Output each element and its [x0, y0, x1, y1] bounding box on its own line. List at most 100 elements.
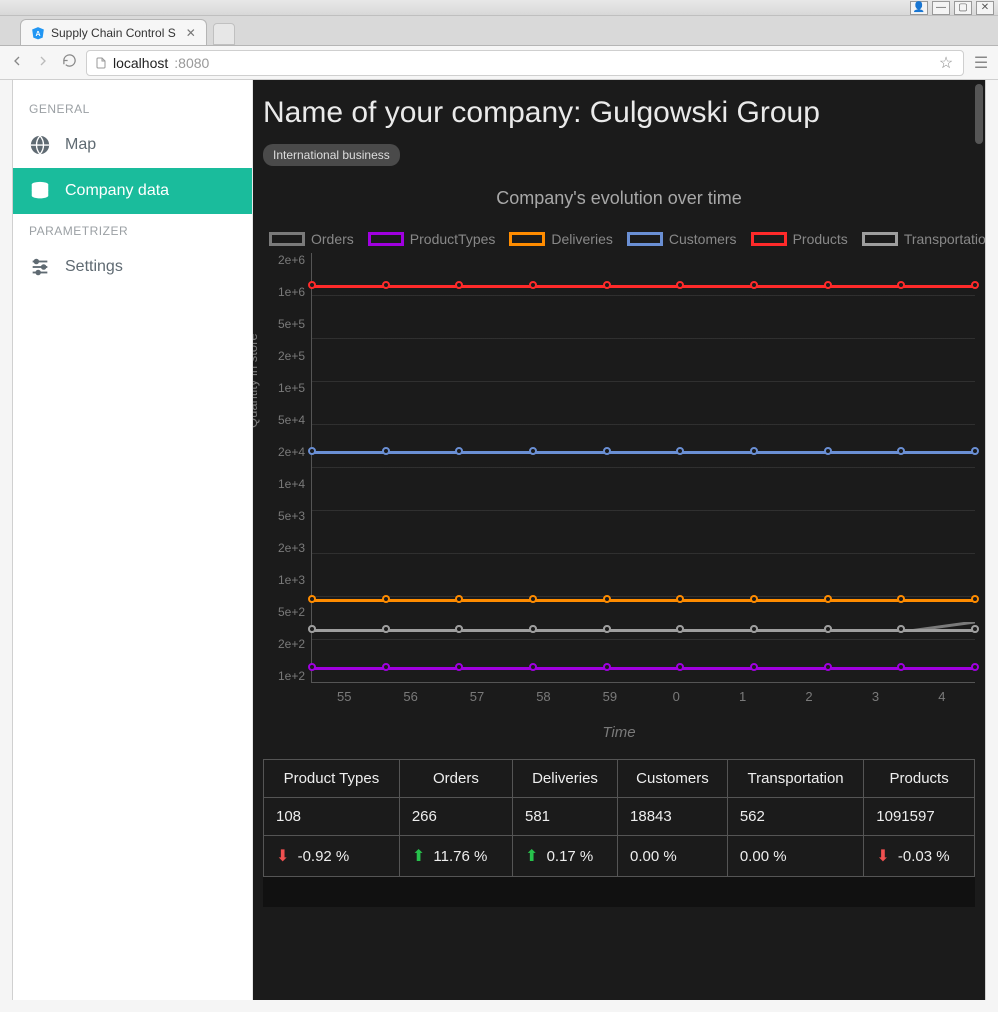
- main-panel: Name of your company: Gulgowski Group In…: [253, 80, 985, 1000]
- series-marker: [603, 625, 611, 633]
- arrow-down-icon: ⬇: [276, 848, 289, 865]
- reload-button[interactable]: [60, 53, 78, 72]
- sidebar-item-settings[interactable]: Settings: [13, 244, 252, 290]
- series-line: [312, 629, 975, 632]
- user-icon[interactable]: 👤: [910, 1, 928, 15]
- series-segment: [902, 619, 975, 629]
- series-line: [312, 451, 975, 454]
- new-tab-button[interactable]: [213, 23, 235, 45]
- series-marker: [971, 663, 979, 671]
- evolution-chart: Company's evolution over time Orders Prod…: [263, 188, 975, 741]
- browser-tab[interactable]: A Supply Chain Control S ✕: [20, 19, 207, 45]
- sidebar-section-parametrizer: PARAMETRIZER: [13, 214, 252, 244]
- tab-title: Supply Chain Control S: [51, 26, 176, 40]
- series-marker: [824, 625, 832, 633]
- legend-swatch: [368, 232, 404, 246]
- delta-text: 11.76 %: [429, 848, 487, 865]
- sidebar-item-map[interactable]: Map: [13, 122, 252, 168]
- series-marker: [455, 625, 463, 633]
- column-header: Customers: [618, 760, 728, 798]
- series-marker: [529, 447, 537, 455]
- x-tick: 2: [776, 689, 842, 704]
- arrow-down-icon: ⬇: [876, 848, 889, 865]
- url-port: :8080: [174, 55, 209, 71]
- series-marker: [971, 281, 979, 289]
- y-tick: 5e+4: [278, 413, 305, 427]
- chart-title: Company's evolution over time: [263, 188, 975, 209]
- series-marker: [897, 447, 905, 455]
- window-minimize[interactable]: —: [932, 1, 950, 15]
- sidebar-item-label: Company data: [65, 182, 169, 200]
- database-icon: [29, 180, 51, 202]
- window-maximize[interactable]: ▢: [954, 1, 972, 15]
- delta-cell: ⬆ 0.17 %: [513, 836, 618, 877]
- series-marker: [455, 663, 463, 671]
- series-marker: [603, 663, 611, 671]
- series-marker: [603, 281, 611, 289]
- series-marker: [676, 447, 684, 455]
- value-cell: 18843: [618, 798, 728, 836]
- series-marker: [750, 625, 758, 633]
- y-tick: 1e+4: [278, 477, 305, 491]
- y-tick: 5e+3: [278, 509, 305, 523]
- x-tick: 58: [510, 689, 576, 704]
- series-marker: [382, 447, 390, 455]
- series-marker: [529, 595, 537, 603]
- sidebar: GENERAL Map Company data PARAMETRIZER Se…: [13, 80, 253, 1000]
- column-header: Products: [864, 760, 975, 798]
- legend-item[interactable]: Orders: [269, 231, 354, 247]
- y-tick: 2e+5: [278, 349, 305, 363]
- series-line: [312, 667, 975, 670]
- chart-x-axis: 555657585901234: [311, 689, 975, 704]
- page-title: Name of your company: Gulgowski Group: [263, 96, 975, 130]
- series-marker: [897, 595, 905, 603]
- browser-toolbar: localhost:8080 ☆ ☰: [0, 46, 998, 80]
- angular-icon: A: [31, 26, 45, 40]
- back-button[interactable]: [8, 53, 26, 73]
- series-marker: [750, 663, 758, 671]
- scrollbar-thumb[interactable]: [975, 84, 983, 144]
- legend-item[interactable]: Products: [751, 231, 848, 247]
- legend-item[interactable]: Transportation: [862, 231, 985, 247]
- legend-item[interactable]: ProductTypes: [368, 231, 496, 247]
- series-marker: [308, 595, 316, 603]
- series-marker: [676, 625, 684, 633]
- forward-button[interactable]: [34, 53, 52, 73]
- legend-item[interactable]: Deliveries: [509, 231, 612, 247]
- value-cell: 108: [264, 798, 400, 836]
- stats-table: Product TypesOrdersDeliveriesCustomersTr…: [263, 759, 975, 877]
- series-marker: [750, 447, 758, 455]
- value-cell: 562: [727, 798, 863, 836]
- series-marker: [382, 595, 390, 603]
- series-marker: [824, 281, 832, 289]
- legend-label: ProductTypes: [410, 231, 496, 247]
- y-tick: 1e+2: [278, 669, 305, 683]
- delta-cell: ⬇ -0.92 %: [264, 836, 400, 877]
- arrow-up-icon: ⬆: [412, 848, 425, 865]
- address-bar[interactable]: localhost:8080 ☆: [86, 50, 964, 76]
- close-icon[interactable]: ✕: [186, 26, 196, 40]
- series-marker: [382, 625, 390, 633]
- series-marker: [308, 447, 316, 455]
- menu-icon[interactable]: ☰: [972, 53, 990, 73]
- bookmark-icon[interactable]: ☆: [937, 53, 955, 73]
- sidebar-item-company-data[interactable]: Company data: [13, 168, 252, 214]
- browser-tab-strip: A Supply Chain Control S ✕: [0, 16, 998, 46]
- series-marker: [971, 595, 979, 603]
- value-cell: 266: [399, 798, 512, 836]
- series-marker: [603, 447, 611, 455]
- series-marker: [676, 663, 684, 671]
- business-badge: International business: [263, 144, 400, 166]
- window-close[interactable]: ✕: [976, 1, 994, 15]
- legend-label: Orders: [311, 231, 354, 247]
- series-marker: [308, 663, 316, 671]
- y-tick: 2e+2: [278, 637, 305, 651]
- series-marker: [603, 595, 611, 603]
- delta-cell: 0.00 %: [618, 836, 728, 877]
- legend-item[interactable]: Customers: [627, 231, 737, 247]
- series-marker: [897, 663, 905, 671]
- delta-text: -0.92 %: [293, 848, 349, 865]
- delta-cell: ⬆ 11.76 %: [399, 836, 512, 877]
- delta-text: 0.00 %: [740, 848, 787, 865]
- y-tick: 1e+5: [278, 381, 305, 395]
